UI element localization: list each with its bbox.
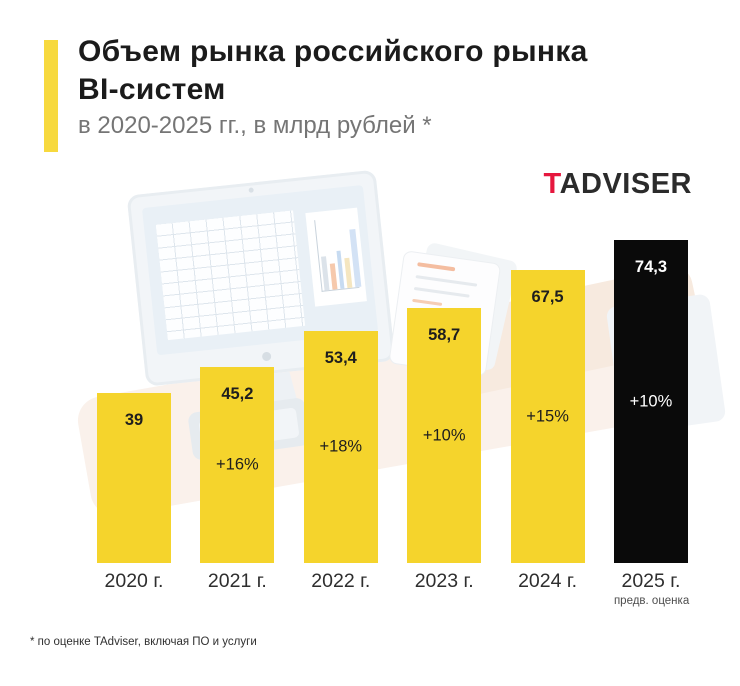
bar-2023: 58,7 +10%	[407, 308, 482, 563]
year-label: 2025 г.	[621, 570, 681, 592]
title-accent-bar	[44, 40, 58, 152]
year-label: 2021 г.	[207, 570, 267, 592]
bar-value-label: 39	[124, 411, 144, 429]
bar-2021: 45,2 +16%	[200, 367, 275, 563]
bar-value-label: 53,4	[324, 349, 357, 367]
x-axis-label: 2023 г.	[407, 570, 481, 607]
bar-growth-label: +10%	[422, 426, 466, 444]
year-label: 2023 г.	[414, 570, 474, 592]
estimate-note: предв. оценка	[613, 595, 690, 607]
year-label: 2022 г.	[311, 570, 371, 592]
bar-value-label: 67,5	[531, 288, 564, 306]
bar-2024: 67,5 +15%	[510, 270, 585, 563]
x-axis-label: 2020 г.	[97, 570, 171, 607]
title-subtitle: в 2020-2025 гг., в млрд рублей *	[78, 112, 432, 139]
bar-value-label: 45,2	[221, 385, 254, 403]
bar-growth-label: +10%	[629, 392, 673, 410]
bar-2022: 53,4 +18%	[303, 331, 378, 563]
x-axis-labels: 2020 г. 2021 г. 2022 г. 2023 г. 2024 г. 2025 …	[97, 570, 690, 607]
bar-2020: 39	[97, 393, 171, 563]
tadviser-logo: TADVISER	[544, 168, 692, 201]
x-axis-label: 2025 г. предв. оценка	[613, 570, 690, 607]
bar-chart: 39 45,2 +16% 53,4 +18% 58,7 +10% 67,5 +15% 74,3 +1…	[97, 240, 688, 563]
tadviser-logo-text: ADVISER	[559, 168, 692, 200]
monitor-camera-dot	[248, 187, 254, 193]
year-label: 2024 г.	[518, 570, 578, 592]
x-axis-label: 2024 г.	[511, 570, 585, 607]
title-line-2: BI-систем	[78, 73, 226, 106]
year-label: 2020 г.	[104, 570, 164, 592]
footnote: * по оценке TAdviser, включая ПО и услуг…	[30, 636, 257, 648]
x-axis-label: 2022 г.	[304, 570, 378, 607]
bar-growth-label: +18%	[319, 437, 363, 456]
bar-value-label: 58,7	[428, 326, 461, 344]
bar-value-label: 74,3	[634, 258, 668, 276]
bar-growth-label: +15%	[526, 407, 569, 425]
bar-2025: 74,3 +10%	[613, 240, 688, 563]
title-line-1: Объем рынка российского рынка	[78, 35, 588, 68]
bar-growth-label: +16%	[216, 455, 259, 474]
page-title: Объем рынка российского рынка BI-систем …	[78, 33, 588, 141]
tadviser-logo-prefix: T	[543, 168, 560, 200]
x-axis-label: 2021 г.	[200, 570, 274, 607]
